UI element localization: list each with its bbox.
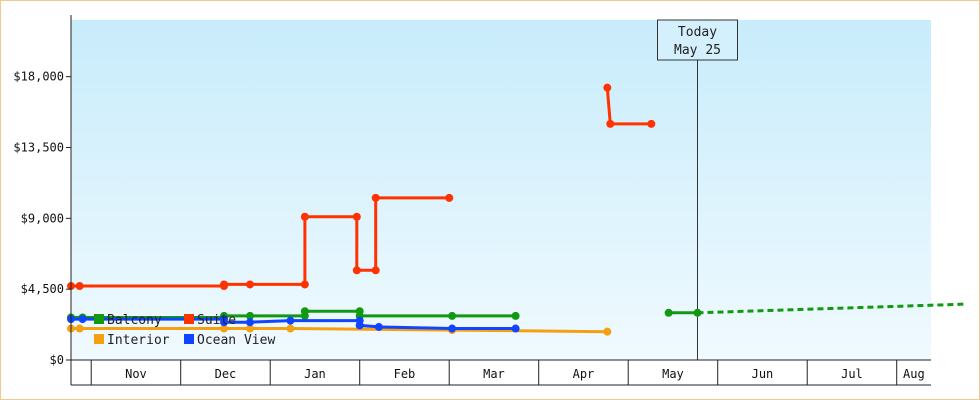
ocean-view-point bbox=[286, 316, 295, 325]
y-tick-label: $18,000 bbox=[13, 70, 64, 84]
y-tick-label: $4,500 bbox=[21, 282, 64, 296]
y-tick-label: $9,000 bbox=[21, 211, 64, 225]
today-box bbox=[657, 19, 738, 61]
legend-swatch-suite bbox=[184, 314, 194, 324]
legend-swatch-interior bbox=[94, 334, 104, 344]
suite-line bbox=[71, 196, 450, 288]
today-label: Today bbox=[678, 25, 717, 40]
legend-swatch-balcony bbox=[94, 314, 104, 324]
legend-swatch-ocean-view bbox=[184, 334, 194, 344]
x-tick-label: Feb bbox=[394, 367, 416, 381]
legend-label-balcony: Balcony bbox=[107, 313, 162, 328]
balcony-point bbox=[448, 311, 457, 320]
x-tick-label: Jul bbox=[841, 367, 863, 381]
x-tick-label: Jan bbox=[304, 367, 326, 381]
suite-point bbox=[606, 119, 615, 128]
balcony-point bbox=[664, 308, 673, 317]
suite-point bbox=[352, 212, 361, 221]
interior-point bbox=[286, 324, 295, 333]
ocean-view-point bbox=[246, 318, 254, 327]
x-tick-label: Dec bbox=[215, 367, 237, 381]
x-tick-label: Mar bbox=[483, 367, 505, 381]
balcony-projection-line bbox=[697, 302, 967, 315]
x-tick-label: Apr bbox=[573, 367, 595, 381]
plot-area bbox=[71, 20, 931, 360]
suite-point bbox=[300, 280, 309, 289]
suite-point bbox=[603, 83, 612, 92]
interior-point bbox=[246, 324, 254, 333]
interior-point bbox=[603, 327, 612, 336]
legend-label-interior: Interior bbox=[107, 333, 170, 348]
x-tick-label: Aug bbox=[903, 367, 925, 381]
legend-label-suite: Suite bbox=[197, 313, 236, 328]
today-date-label: May 25 bbox=[674, 43, 721, 58]
ocean-view-point bbox=[220, 318, 229, 327]
suite-point bbox=[75, 282, 84, 291]
suite-point bbox=[647, 119, 656, 128]
y-tick-label: $13,500 bbox=[13, 141, 64, 155]
suite-point bbox=[220, 280, 229, 289]
suite-point bbox=[300, 212, 309, 221]
suite-point bbox=[352, 266, 361, 275]
interior-point bbox=[220, 324, 229, 333]
y-tick-label: $0 bbox=[50, 353, 64, 367]
x-tick-label: Nov bbox=[125, 367, 147, 381]
ocean-view-point bbox=[78, 315, 87, 324]
interior-point bbox=[75, 324, 84, 333]
suite-point bbox=[246, 280, 254, 289]
balcony-point bbox=[300, 307, 309, 316]
ocean-view-point bbox=[448, 324, 457, 333]
legend-label-ocean-view: Ocean View bbox=[197, 333, 275, 348]
suite-point bbox=[445, 193, 454, 202]
ocean-view-point bbox=[355, 321, 364, 330]
suite-point bbox=[371, 193, 380, 202]
balcony-point bbox=[511, 311, 520, 320]
x-tick-label: May bbox=[662, 367, 684, 381]
x-tick-label: Jun bbox=[752, 367, 774, 381]
suite-point bbox=[371, 266, 380, 275]
balcony-point bbox=[246, 311, 254, 320]
ocean-view-point bbox=[511, 324, 520, 333]
ocean-view-point bbox=[374, 322, 383, 331]
